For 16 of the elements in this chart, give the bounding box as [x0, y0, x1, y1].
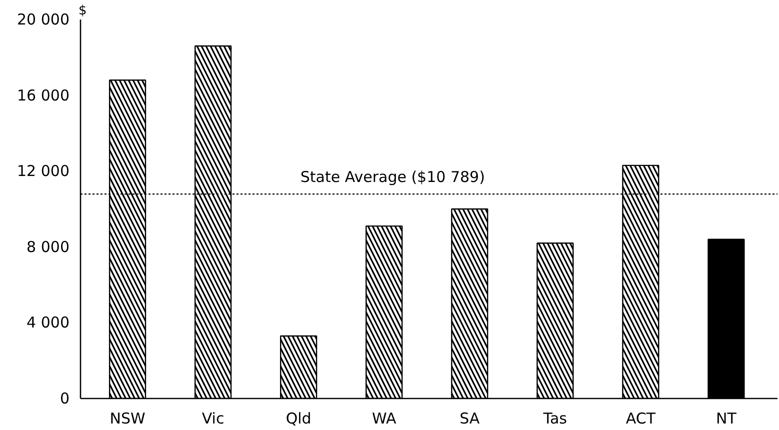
x-tick-label: NT	[716, 410, 738, 428]
x-tick-label: ACT	[626, 410, 656, 428]
ref-line-label: State Average ($10 789)	[300, 168, 485, 186]
y-tick-label: 20 000	[17, 10, 70, 28]
y-tick-label: 12 000	[17, 162, 70, 180]
x-tick-label: Tas	[542, 410, 568, 428]
x-tick-label: WA	[372, 410, 397, 428]
y-tick-label: 8 000	[26, 238, 70, 256]
y-axis-title: $	[78, 4, 87, 18]
x-tick-label: Vic	[202, 410, 224, 428]
y-tick-label: 4 000	[26, 314, 70, 332]
x-tick-label: Qld	[286, 410, 312, 428]
x-tick-label: SA	[460, 410, 480, 428]
y-tick-label: 16 000	[17, 86, 70, 104]
x-tick-label: NSW	[110, 410, 146, 428]
y-tick-label: 0	[60, 390, 70, 408]
